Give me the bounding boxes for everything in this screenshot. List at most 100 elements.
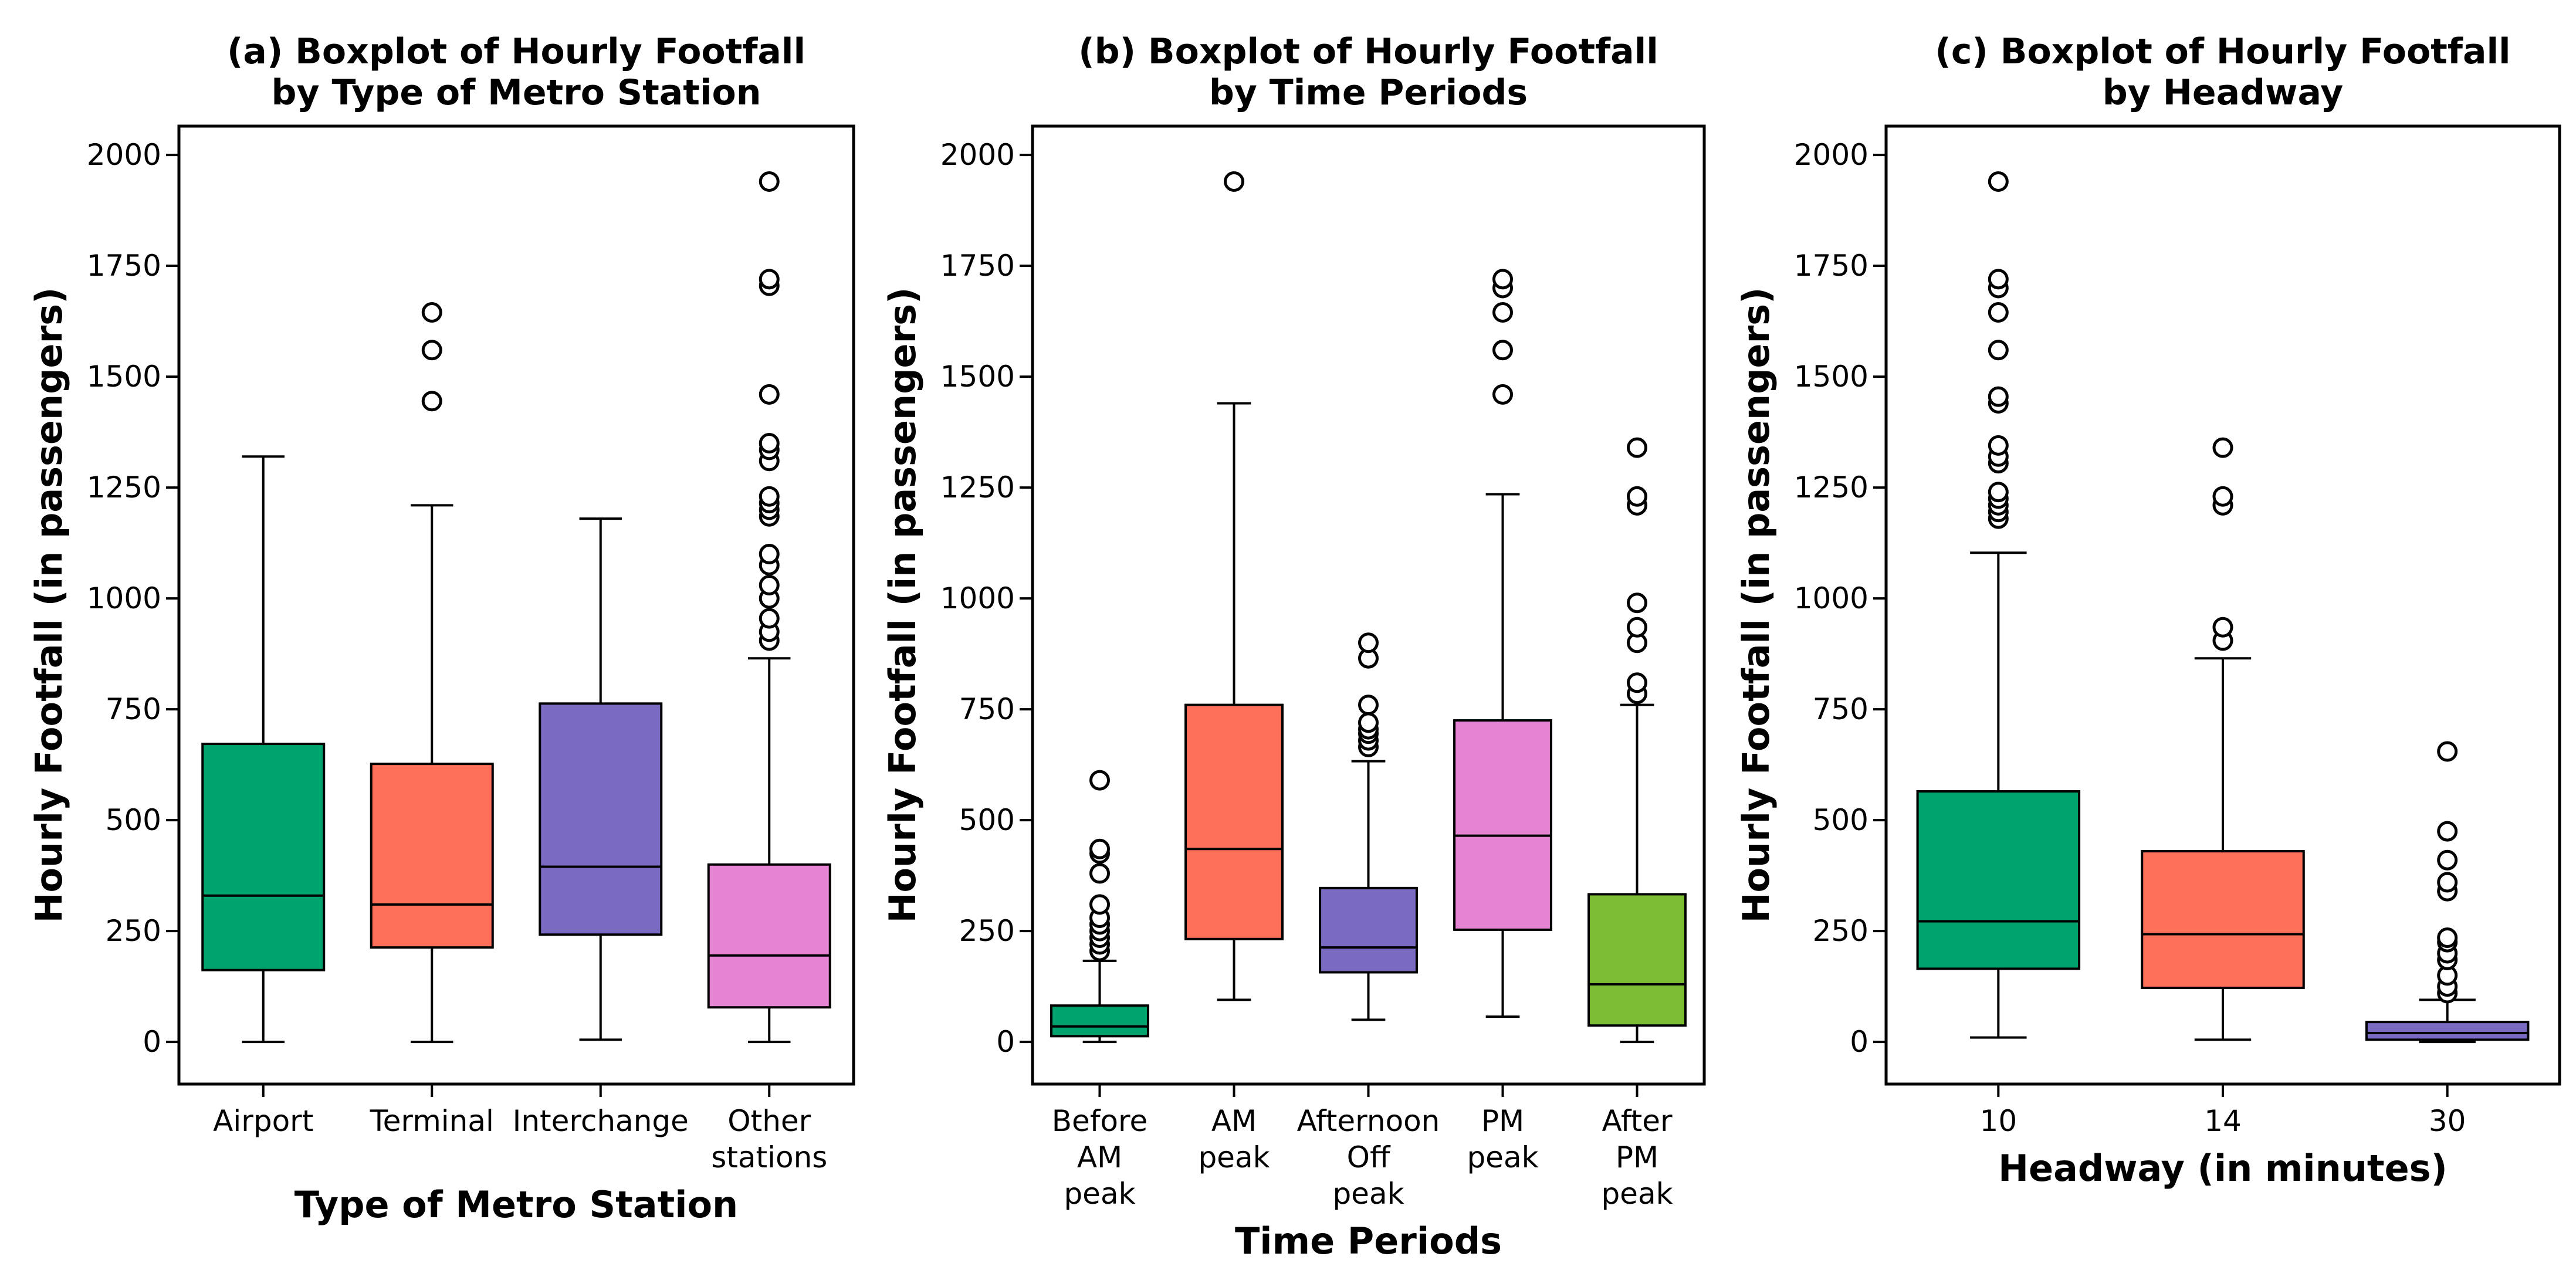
outlier-point	[759, 608, 780, 629]
outlier-point	[1988, 302, 2009, 323]
x-tick-label-line: peak	[1467, 1140, 1538, 1174]
outlier-point	[2212, 437, 2233, 458]
iqr-box	[539, 702, 663, 936]
y-tick-label: 1000	[87, 581, 161, 615]
y-tick-label: 500	[1813, 803, 1868, 837]
iqr-box	[1453, 719, 1552, 931]
outlier-point	[1492, 384, 1513, 405]
y-tick-label: 750	[1813, 692, 1868, 726]
y-tick-label: 1500	[1794, 360, 1868, 394]
iqr-box	[1050, 1004, 1149, 1038]
iqr-box	[1916, 790, 2081, 970]
x-tick-label-line: Afternoon	[1297, 1104, 1440, 1138]
iqr-box	[201, 743, 326, 971]
y-axis-title: Hourly Footfall (in passengers)	[881, 287, 924, 923]
x-tick-label-line: Airport	[213, 1104, 313, 1138]
x-tick-label: Interchange	[513, 1104, 689, 1138]
y-tick-label: 2000	[940, 138, 1015, 172]
box-afternoon-off-peak	[1319, 632, 1418, 1021]
y-tick-label: 2000	[87, 138, 161, 172]
y-tick-label: 2000	[1794, 138, 1868, 172]
box-30	[2365, 741, 2530, 1044]
y-tick-label: 1000	[940, 581, 1015, 615]
x-tick-label: 14	[2204, 1104, 2242, 1138]
outlier-point	[1089, 838, 1110, 859]
y-tick-label: 750	[106, 692, 161, 726]
panel-title-line: by Type of Metro Station	[272, 72, 761, 113]
iqr-box	[370, 763, 494, 949]
x-tick-label: Afternoon Off peak	[1297, 1104, 1440, 1211]
outlier-point	[2437, 872, 2458, 893]
panel-title-line: (a) Boxplot of Hourly Footfall	[227, 31, 805, 72]
iqr-box	[2141, 850, 2305, 989]
x-axis-title: Type of Metro Station	[295, 1183, 738, 1226]
outlier-point	[1492, 302, 1513, 323]
outlier-point	[759, 544, 780, 565]
outlier-point	[1988, 269, 2009, 290]
outlier-point	[1492, 340, 1513, 361]
x-tick-label-line: peak	[1601, 1177, 1673, 1211]
panel-title-line: (c) Boxplot of Hourly Footfall	[1935, 31, 2510, 72]
outlier-point	[1988, 340, 2009, 361]
x-tick-label: PM peak	[1467, 1104, 1538, 1174]
outlier-point	[2437, 927, 2458, 949]
y-tick-label: 250	[959, 914, 1015, 948]
outlier-point	[2437, 741, 2458, 762]
outlier-point	[2437, 821, 2458, 842]
x-tick-label-line: PM	[1481, 1104, 1524, 1138]
iqr-box	[1184, 703, 1284, 940]
outlier-point	[2437, 849, 2458, 871]
iqr-box	[1319, 886, 1418, 974]
x-tick-label-line: peak	[1198, 1140, 1270, 1174]
outlier-point	[1089, 863, 1110, 884]
y-tick-label: 1750	[87, 249, 161, 283]
outlier-point	[759, 433, 780, 454]
y-tick-label: 500	[106, 803, 161, 837]
outlier-point	[1627, 672, 1647, 693]
box-terminal	[370, 302, 494, 1044]
outlier-point	[1358, 632, 1379, 653]
x-tick-label: 30	[2429, 1104, 2466, 1138]
outlier-point	[1627, 486, 1647, 507]
x-tick-label-line: Before	[1052, 1104, 1147, 1138]
y-tick-label: 1250	[87, 470, 161, 504]
outlier-point	[1627, 617, 1647, 638]
x-axis-title: Time Periods	[1235, 1220, 1502, 1262]
outlier-point	[759, 574, 780, 595]
x-tick-label: Airport	[213, 1104, 313, 1138]
panel-title-line: by Headway	[2103, 72, 2343, 113]
y-tick-label: 0	[996, 1025, 1015, 1059]
x-tick-label-line: 10	[1980, 1104, 2018, 1138]
x-tick-label-line: Other	[727, 1104, 811, 1138]
iqr-box	[707, 863, 831, 1009]
x-tick-label: After PM peak	[1601, 1104, 1673, 1211]
outlier-point	[1224, 171, 1244, 192]
box-10	[1916, 171, 2081, 1039]
outlier-point	[759, 269, 780, 290]
outlier-point	[1089, 770, 1110, 791]
x-tick-label-line: PM	[1616, 1140, 1658, 1174]
x-tick-label: AM peak	[1198, 1104, 1270, 1174]
x-tick-label-line: After	[1602, 1104, 1673, 1138]
box-am-peak	[1184, 171, 1284, 1001]
outlier-point	[1492, 269, 1513, 290]
y-tick-label: 250	[1813, 914, 1868, 948]
outlier-point	[421, 340, 442, 361]
outlier-point	[1988, 482, 2009, 503]
x-tick-label-line: Interchange	[513, 1104, 689, 1138]
y-tick-label: 250	[106, 914, 161, 948]
y-tick-label: 1750	[1794, 249, 1868, 283]
box-airport	[201, 455, 326, 1044]
x-tick-label-line: peak	[1332, 1177, 1404, 1211]
outlier-point	[759, 171, 780, 192]
x-tick-label-line: Off	[1347, 1140, 1391, 1174]
outlier-point	[421, 391, 442, 412]
y-tick-label: 1250	[1794, 470, 1868, 504]
outlier-point	[1358, 695, 1379, 716]
y-tick-label: 1500	[87, 360, 161, 394]
outlier-point	[1988, 435, 2009, 456]
y-tick-label: 1500	[940, 360, 1015, 394]
outlier-point	[1627, 592, 1647, 614]
